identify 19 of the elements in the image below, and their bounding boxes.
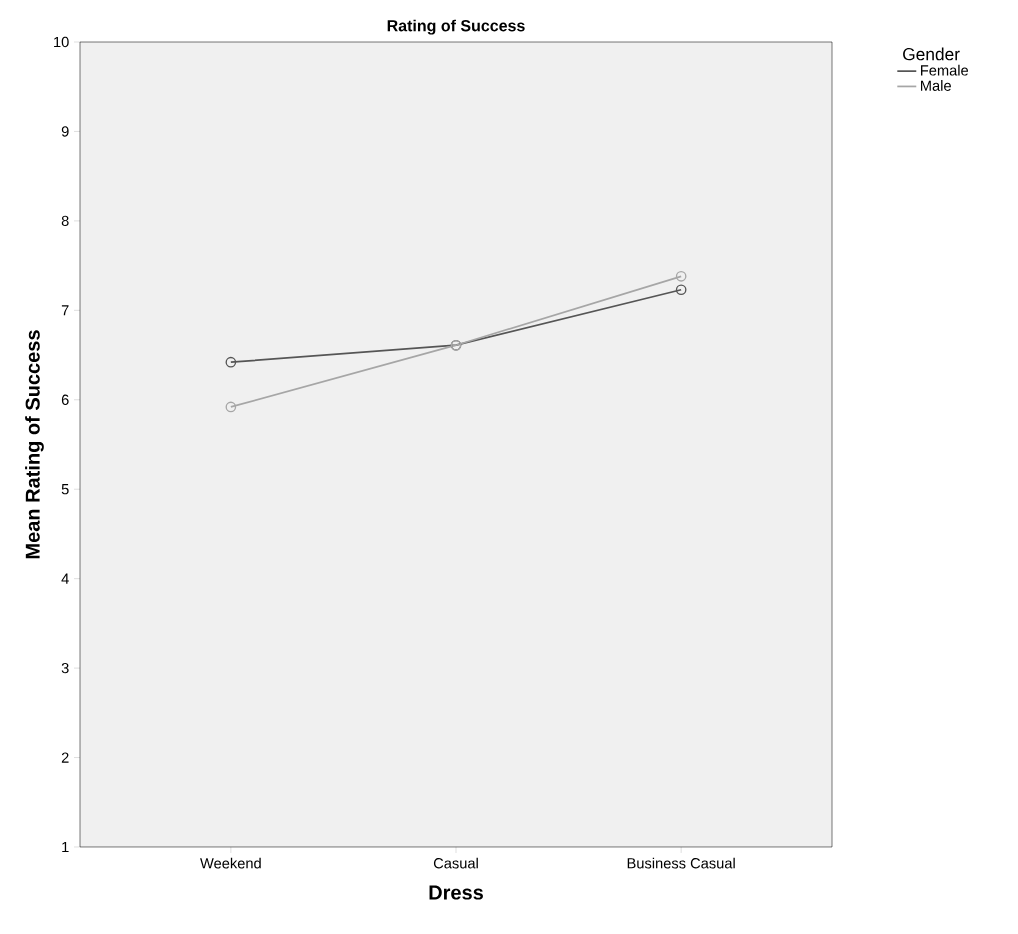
y-tick-label: 8 [61, 215, 69, 227]
y-tick-label: 10 [54, 36, 69, 48]
legend-label: Female [921, 64, 969, 76]
x-tick-label: Weekend [200, 857, 261, 869]
y-tick-label: 9 [61, 126, 69, 137]
y-tick-label: 5 [61, 484, 69, 495]
y-tick-label: 4 [61, 573, 69, 584]
x-tick-label: Business Casual [627, 857, 735, 869]
y-tick-label: 1 [62, 841, 69, 853]
legend-label: Male [921, 80, 951, 91]
chart-title: Rating of Success [387, 19, 525, 35]
y-tick-label: 3 [61, 662, 69, 674]
y-tick-label: 6 [61, 394, 69, 405]
y-tick-label: 2 [61, 752, 69, 763]
y-axis-title: Mean Rating of Success [25, 330, 44, 559]
y-tick-label: 7 [61, 305, 69, 316]
legend-title: Gender [903, 47, 960, 61]
x-tick-label: Casual [433, 857, 478, 869]
x-axis-title: Dress [429, 885, 483, 900]
